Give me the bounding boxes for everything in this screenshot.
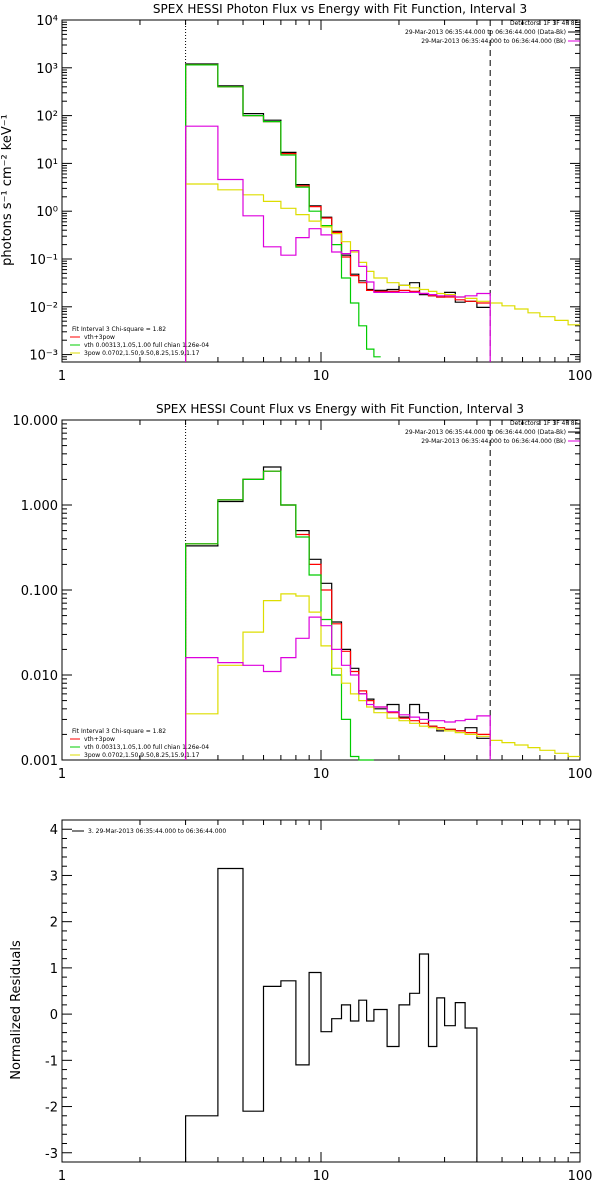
photon-fit-vth: vth 0.00313,1.05,1.00 full chian 1.26e-0… (84, 342, 209, 349)
photon-flux-panel: SPEX HESSI Photon Flux vs Energy with Fi… (0, 2, 592, 384)
x-tick-label: 100 (568, 369, 593, 384)
y-tick-label: 2 (50, 916, 58, 931)
count-header-databk: 29-Mar-2013 06:35:44.000 to 06:36:44.000… (405, 429, 566, 436)
x-tick-label: 10 (313, 767, 330, 782)
series-3pow (185, 593, 580, 760)
y-tick-label: 10⁰ (36, 205, 58, 220)
y-tick-label: 10² (36, 110, 58, 125)
count-header-bk: 29-Mar-2013 06:35:44.000 to 06:36:44.000… (421, 438, 566, 445)
y-tick-label: 10³ (36, 62, 58, 77)
photon-header-bk: 29-Mar-2013 06:35:44.000 to 06:36:44.000… (421, 38, 566, 45)
y-tick-label: 1 (50, 962, 58, 977)
x-tick-label: 10 (313, 1169, 330, 1184)
count-fit-3pow: 3pow 0.0702,1.50,9.50,8.25,15.9,1.17 (84, 752, 200, 759)
count-fit-total: vth+3pow (84, 736, 115, 743)
photon-fit-total: vth+3pow (84, 334, 115, 341)
y-tick-label: 0.010 (21, 669, 58, 684)
y-tick-label: 0.001 (21, 754, 58, 769)
y-tick-label: 10⁻³ (29, 349, 58, 364)
count-detectors-text: Detectors: 1F 3F 4F 8F (510, 420, 579, 427)
y-tick-label: 0.100 (21, 584, 58, 599)
y-tick-label: -3 (45, 1147, 58, 1162)
plot-frame (61, 19, 581, 363)
series-vth-3pow (185, 470, 491, 760)
residuals-legend: 3. 29-Mar-2013 06:35:44.000 to 06:36:44.… (72, 828, 226, 835)
series-3-29-mar-2013-06-35-44-000-to-06-36-44-000 (185, 867, 478, 1162)
series-vth (185, 64, 381, 362)
y-tick-label: 3 (50, 869, 58, 884)
residuals-ylabel: Normalized Residuals (9, 940, 24, 1080)
series-vth-3pow (185, 64, 491, 362)
y-tick-label: 1.000 (21, 499, 58, 514)
photon-panel-title: SPEX HESSI Photon Flux vs Energy with Fi… (153, 2, 527, 16)
residuals-panel: Normalized Residuals 1 10 100 -3 -2 -1 0 1 2 3 4 3… (9, 819, 593, 1184)
series-bk (185, 125, 491, 362)
x-tick-label: 1 (58, 1169, 66, 1184)
x-tick-label: 100 (568, 1169, 593, 1184)
x-tick-label: 100 (568, 767, 593, 782)
y-tick-label: 10¹ (36, 157, 58, 172)
photon-panel-ylabel: photons s⁻¹ cm⁻² keV⁻¹ (0, 114, 15, 266)
residuals-legend-text: 3. 29-Mar-2013 06:35:44.000 to 06:36:44.… (88, 828, 226, 835)
residuals-plot: 1 10 100 -3 -2 -1 0 1 2 3 4 (45, 819, 593, 1184)
series-3pow (185, 183, 580, 362)
y-tick-label: 10⁴ (36, 14, 58, 29)
y-tick-label: 10⁻² (29, 301, 58, 316)
x-tick-label: 1 (58, 369, 66, 384)
count-fit-vth: vth 0.00313,1.05,1.00 full chian 1.26e-0… (84, 744, 209, 751)
photon-panel-plot: 1 10 100 10⁻³ 10⁻² 10⁻¹ 10⁰ 10¹ 10² 10³ 10⁴ (29, 14, 592, 384)
y-tick-label: -1 (45, 1054, 58, 1069)
photon-header-databk: 29-Mar-2013 06:35:44.000 to 06:36:44.000… (405, 29, 566, 36)
series-data-bk (185, 63, 491, 362)
y-tick-label: 10.000 (13, 414, 59, 429)
photon-fit-3pow: 3pow 0.0702,1.50,9.50,8.25,15.9,1.17 (84, 350, 200, 357)
series-vth (185, 470, 374, 761)
y-tick-label: 10⁻¹ (29, 253, 58, 268)
count-panel-title: SPEX HESSI Count Flux vs Energy with Fit… (156, 402, 524, 416)
series-data-bk (185, 466, 491, 760)
count-fit-chi: Fit Interval 3 Chi-square = 1.82 (72, 728, 166, 735)
count-panel-plot: 1 10 100 0.001 0.010 0.100 1.000 10.000 (13, 414, 593, 782)
series-bk (185, 616, 491, 760)
photon-panel-header: Detectors: 1F 3F 4F 8F 29-Mar-2013 06:35… (405, 20, 580, 45)
count-flux-panel: SPEX HESSI Count Flux vs Energy with Fit… (13, 402, 593, 782)
count-fit-legend: Fit Interval 3 Chi-square = 1.82 vth+3po… (70, 728, 209, 759)
x-tick-label: 1 (58, 767, 66, 782)
photon-detectors-text: Detectors: 1F 3F 4F 8F (510, 20, 579, 27)
y-tick-label: 0 (50, 1008, 58, 1023)
photon-fit-legend: Fit Interval 3 Chi-square = 1.82 vth+3po… (70, 326, 209, 357)
count-panel-header: Detectors: 1F 3F 4F 8F 29-Mar-2013 06:35… (405, 420, 580, 445)
y-tick-label: -2 (45, 1101, 58, 1116)
photon-fit-chi: Fit Interval 3 Chi-square = 1.82 (72, 326, 166, 333)
y-tick-label: 4 (50, 823, 58, 838)
x-tick-label: 10 (313, 369, 330, 384)
